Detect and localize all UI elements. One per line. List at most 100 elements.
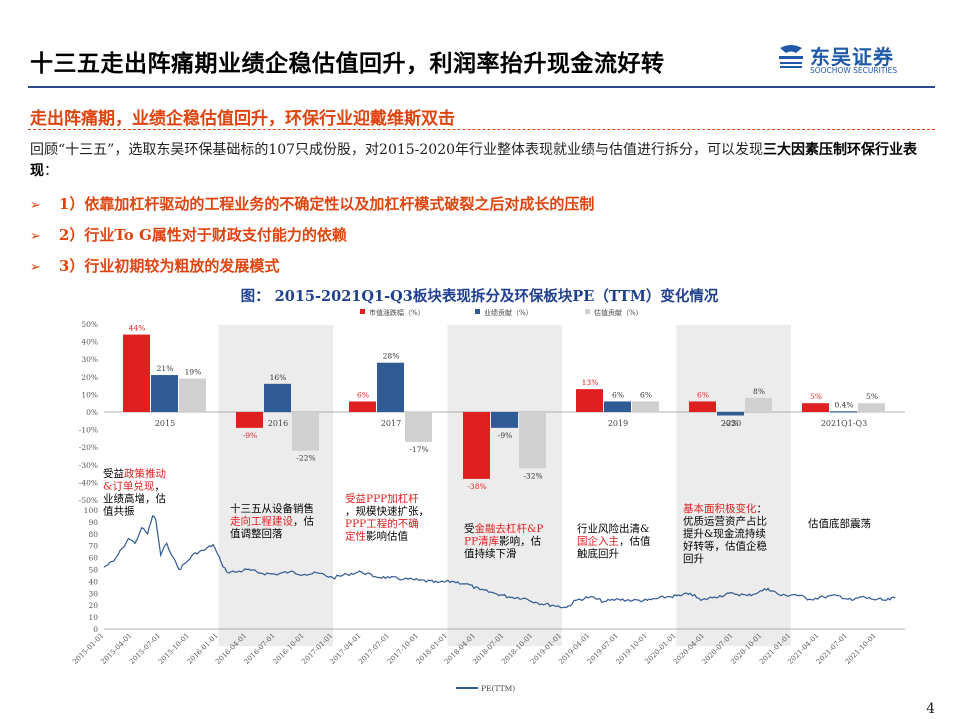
annotation-line: 行业风险出清&: [577, 522, 649, 535]
bullet-item-1: ➢ 1）依靠加杠杆驱动的工程业务的不确定性以及加杠杆模式破裂之后对成长的压制: [30, 193, 594, 214]
annotation-span: 受: [464, 523, 475, 535]
body-paragraph: 回顾“十三五”，选取东吴环保基础标的107只成份股，对2015-2020年行业整…: [30, 140, 935, 182]
bar-1: [463, 412, 490, 479]
bar-1: [802, 403, 829, 412]
bar-value-label: 44%: [129, 324, 146, 333]
annotation-line: 值共振: [103, 505, 135, 518]
bar-category-label: 2019: [608, 419, 628, 428]
bar-y-tick-label: 20%: [81, 373, 98, 382]
body-text-bold: 三大因素压制环保行业表现: [30, 142, 918, 179]
bar-2: [604, 401, 631, 412]
line-y-tick-label: 30: [88, 589, 98, 598]
bar-1: [576, 389, 603, 412]
bar-y-tick-label: -30%: [79, 461, 98, 470]
bar-2: [151, 375, 178, 412]
body-text-end: ：: [44, 163, 58, 179]
annotation-span: 值调整回落: [230, 527, 283, 540]
annotation-span: 优质运营资产占比: [683, 515, 767, 528]
annotation-line: 受金融去杠杆&P: [464, 522, 543, 535]
bar-y-tick-label: -50%: [79, 496, 98, 505]
annotation-line: PPP工程的不确: [345, 517, 419, 530]
annotation-line: 提升&现金流持续: [683, 527, 766, 540]
bar-y-tick-label: -10%: [79, 426, 98, 435]
annotation-span: 国企入主: [577, 535, 619, 548]
legend-label-2: 业绩贡献（%）: [484, 308, 533, 317]
bar-category-label: 2015: [155, 419, 175, 428]
annotation-line: 国企入主，估值: [577, 535, 651, 548]
legend-label-3: 估值贡献（%）: [594, 308, 643, 317]
bar-y-tick-label: 40%: [81, 338, 98, 347]
legend-label-1: 市值涨跌幅（%）: [369, 308, 425, 317]
bullet-text-3: 3）行业初期较为粗放的发展模式: [58, 257, 280, 275]
annotation-span: PP清库: [464, 535, 499, 548]
bar-3: [632, 401, 659, 412]
bar-2: [491, 412, 518, 428]
bar-y-tick-label: -40%: [79, 478, 98, 487]
annotation-span: 值共振: [103, 505, 135, 518]
bar-value-label: 13%: [582, 378, 599, 387]
bar-category-label: 2016: [268, 419, 288, 428]
bar-value-label: 6%: [640, 390, 652, 399]
bar-3: [179, 378, 206, 412]
bullet-text-1: 1）依靠加杠杆驱动的工程业务的不确定性以及加杠杆模式破裂之后对成长的压制: [58, 195, 595, 213]
annotation-line: 走向工程建设，估: [230, 515, 314, 528]
bar-value-label: 6%: [612, 390, 624, 399]
bar-value-label: -32%: [523, 471, 542, 480]
annotation-span: 行业风险出清&: [577, 522, 649, 535]
annotation-span: ，估: [293, 515, 314, 528]
title-divider: [28, 86, 935, 88]
bar-3: [858, 403, 885, 412]
bar-y-tick-label: -20%: [79, 443, 98, 452]
legend-swatch-3: [585, 309, 590, 314]
line-y-tick-label: 0: [93, 625, 98, 634]
annotation-span: 影响，估: [499, 535, 541, 548]
pe-legend-label: PE(TTM): [481, 684, 515, 693]
annotation-span: 好转等，估值企稳: [683, 540, 767, 553]
annotation-span: 基本面积极变化: [683, 502, 757, 515]
shaded-period-2: [447, 325, 562, 646]
arrow-bullet-icon: ➢: [30, 198, 41, 213]
bar-3: [519, 412, 546, 469]
annotation-line: 值持续下滑: [464, 547, 517, 560]
bar-value-label: -9%: [243, 431, 257, 440]
bullet-text-2: 2）行业To G属性对于财政支付能力的依赖: [58, 226, 347, 244]
line-y-tick-label: 80: [88, 530, 98, 539]
line-y-tick-label: 50: [88, 566, 98, 575]
bar-value-label: 0.4%: [834, 400, 853, 409]
page-title: 十三五走出阵痛期业绩企稳估值回升，利润率抬升现金流好转: [30, 50, 665, 77]
bar-category-label: 2020: [721, 419, 741, 428]
figure-title: 图： 2015-2021Q1-Q3板块表现拆分及环保板块PE（TTM）变化情况: [240, 288, 719, 305]
bar-value-label: 6%: [357, 390, 369, 399]
bar-y-tick-label: 30%: [81, 355, 98, 364]
subtitle-divider: [28, 129, 935, 130]
bar-value-label: -17%: [409, 445, 428, 454]
annotation-line: PP清库影响，估: [464, 535, 542, 548]
annotation-span: 触底回升: [577, 547, 619, 560]
section-subtitle: 走出阵痛期，业绩企稳估值回升，环保行业迎戴维斯双击: [30, 109, 455, 129]
annotation-line: 优质运营资产占比: [683, 515, 767, 528]
brand-logo: 东吴证券 SOOCHOW SECURITIES: [776, 38, 926, 78]
legend-swatch-2: [475, 309, 480, 314]
annotation-span: 提升&现金流持续: [683, 527, 766, 540]
bar-3: [405, 412, 432, 442]
bar-category-label: 2017: [381, 419, 401, 428]
annotation-line: 回升: [683, 553, 704, 565]
bar-1: [349, 401, 376, 412]
annotation-span: PPP工程的不确: [345, 517, 419, 530]
bar-2: [830, 411, 857, 413]
bar-2: [717, 412, 744, 416]
bullet-item-3: ➢ 3）行业初期较为粗放的发展模式: [30, 255, 279, 276]
annotation-span: ，估值: [619, 535, 651, 548]
annotation-line: &订单兑现，: [103, 480, 165, 493]
bar-value-label: 5%: [810, 392, 822, 401]
shaded-period-1: [218, 325, 334, 646]
annotation-span: ，: [154, 481, 165, 493]
bar-value-label: 8%: [753, 387, 765, 396]
bar-1: [236, 412, 263, 428]
